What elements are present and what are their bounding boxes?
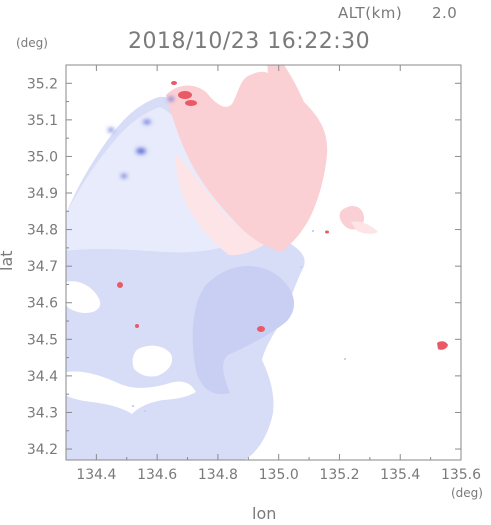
y-tick-label: 34.3 (27, 405, 58, 421)
y-tick-label: 34.6 (27, 296, 58, 312)
blue-speckles (108, 97, 174, 178)
blue-core-region (192, 266, 295, 395)
x-unit-label: (deg) (451, 486, 483, 500)
x-axis-ticks: 134.4 134.6 134.8 135.0 135.2 135.4 135.6 (65, 65, 481, 483)
altitude-label: ALT(km) (338, 4, 402, 22)
plot-frame (65, 64, 462, 461)
y-tick-label: 35.0 (27, 149, 58, 165)
edge-stipple (132, 230, 346, 412)
pink-fragment-east-tail (351, 221, 378, 234)
y-tick-label: 34.9 (27, 186, 58, 202)
y-tick-label: 34.8 (27, 223, 58, 239)
x-tick-label: 135.6 (441, 467, 481, 483)
altitude-value: 2.0 (432, 4, 457, 22)
pink-echo-region (166, 65, 328, 252)
pink-light-region (175, 154, 264, 256)
doppler-field (66, 65, 461, 460)
x-tick-label: 134.6 (137, 467, 177, 483)
y-tick-label: 34.4 (27, 369, 58, 385)
x-tick-label: 135.2 (319, 467, 359, 483)
void-south (66, 371, 196, 414)
y-tick-label: 35.2 (27, 76, 58, 92)
x-tick-label: 134.8 (198, 467, 238, 483)
y-unit-label: (deg) (16, 36, 48, 50)
y-tick-label: 35.1 (27, 113, 58, 129)
void-bay (66, 281, 101, 313)
pink-fragment-far-east (437, 341, 448, 350)
y-axis-label: lat (0, 250, 16, 271)
x-tick-label: 134.4 (76, 467, 116, 483)
x-tick-label: 135.0 (259, 467, 299, 483)
y-tick-label: 34.5 (27, 332, 58, 348)
x-tick-label: 135.4 (380, 467, 420, 483)
y-axis-ticks: 35.2 35.1 35.0 34.9 34.8 34.7 34.6 34.5 34.4 34.3… (27, 64, 461, 458)
y-tick-label: 34.2 (27, 442, 58, 458)
timestamp-title: 2018/10/23 16:22:30 (128, 29, 370, 54)
y-tick-label: 34.7 (27, 259, 58, 275)
red-speckles (117, 81, 329, 332)
void-south-west (132, 345, 173, 377)
x-axis-label: lon (252, 504, 276, 521)
